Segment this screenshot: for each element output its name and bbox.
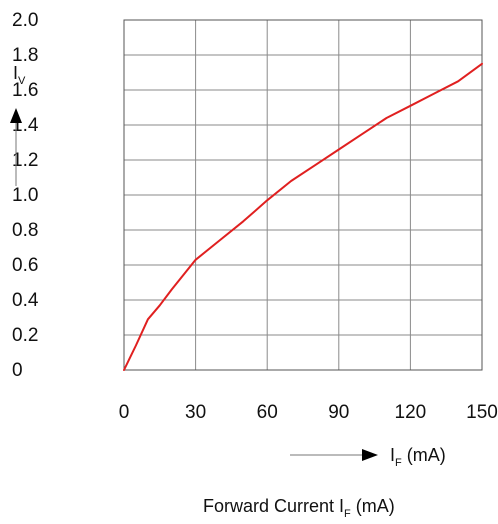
x-tick-label: 30	[185, 402, 206, 423]
y-tick-label: 0.8	[12, 220, 38, 241]
y-axis-ticks: 00.20.40.60.81.01.21.41.61.82.0	[12, 10, 39, 381]
y-tick-label: 1.8	[12, 45, 38, 66]
y-tick-label: 0	[12, 360, 23, 381]
y-axis-label: IV	[13, 63, 26, 87]
x-tick-label: 90	[328, 402, 349, 423]
x-axis-ticks: 0 30 60 90 120 150	[119, 402, 498, 423]
y-tick-label: 1.2	[12, 150, 38, 171]
series-line	[123, 62, 483, 371]
y-tick-label: 0.6	[12, 255, 38, 276]
y-tick-label: 2.0	[12, 10, 38, 31]
plot-frame	[123, 19, 483, 371]
x-axis-arrow	[290, 449, 378, 461]
y-axis-arrow	[10, 108, 22, 186]
x-axis-label: IF (mA)	[390, 445, 446, 469]
x-tick-label: 150	[466, 402, 498, 423]
y-tick-label: 0.2	[12, 325, 38, 346]
y-tick-label: 1.0	[12, 185, 38, 206]
x-tick-label: 0	[119, 402, 130, 423]
series-layer	[123, 62, 483, 371]
x-tick-label: 120	[395, 402, 427, 423]
plot-grid	[123, 19, 483, 371]
chart-title: Forward Current IF (mA)	[203, 496, 395, 520]
y-tick-label: 0.4	[12, 290, 39, 311]
y-tick-label: 1.6	[12, 80, 38, 101]
x-tick-label: 60	[257, 402, 278, 423]
